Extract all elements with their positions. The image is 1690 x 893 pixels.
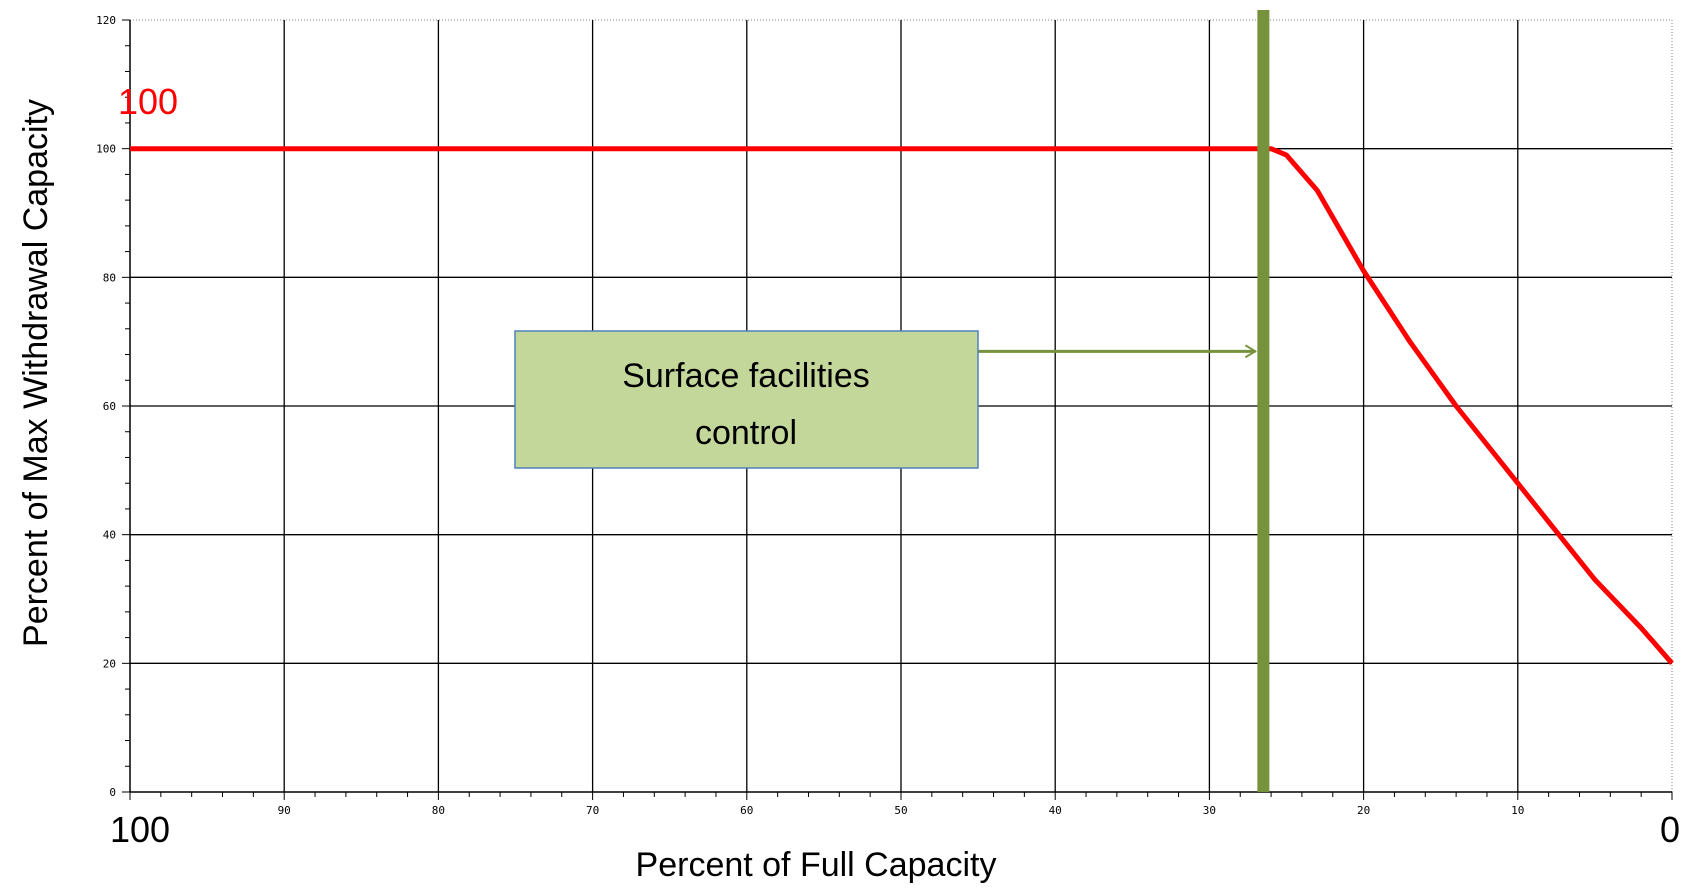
callout: Surface facilities control [514, 330, 1255, 469]
y-tick-label-0: 0 [109, 786, 116, 799]
y-tick-label-60: 60 [103, 400, 116, 413]
x-tick-label-10: 10 [1511, 804, 1524, 817]
x-axis-title: Percent of Full Capacity [636, 846, 997, 884]
x-tick-label-30: 30 [1203, 804, 1216, 817]
y-tick-label-20: 20 [103, 657, 116, 670]
x-end-label-right: 0 [1660, 809, 1680, 850]
x-tick-label-70: 70 [586, 804, 599, 817]
callout-box [514, 330, 979, 469]
y-tick-label-100: 100 [96, 143, 116, 156]
y-axis-title: Percent of Max Withdrawal Capacity [17, 99, 55, 647]
callout-text-line1: Surface facilities [622, 357, 870, 395]
x-tick-label-60: 60 [740, 804, 753, 817]
series-layer [130, 10, 1674, 792]
x-tick-label-90: 90 [278, 804, 291, 817]
y-tick-label-40: 40 [103, 529, 116, 542]
y-tick-label-120: 120 [96, 14, 116, 27]
x-tick-label-20: 20 [1357, 804, 1370, 817]
x-tick-label-40: 40 [1049, 804, 1062, 817]
value-label-100: 100 [118, 81, 178, 122]
y-tick-label-80: 80 [103, 271, 116, 284]
x-end-label-left: 100 [110, 809, 170, 850]
x-tick-label-50: 50 [894, 804, 907, 817]
x-tick-label-80: 80 [432, 804, 445, 817]
series-line-0 [130, 146, 1674, 665]
callout-text-line2: control [695, 414, 797, 452]
